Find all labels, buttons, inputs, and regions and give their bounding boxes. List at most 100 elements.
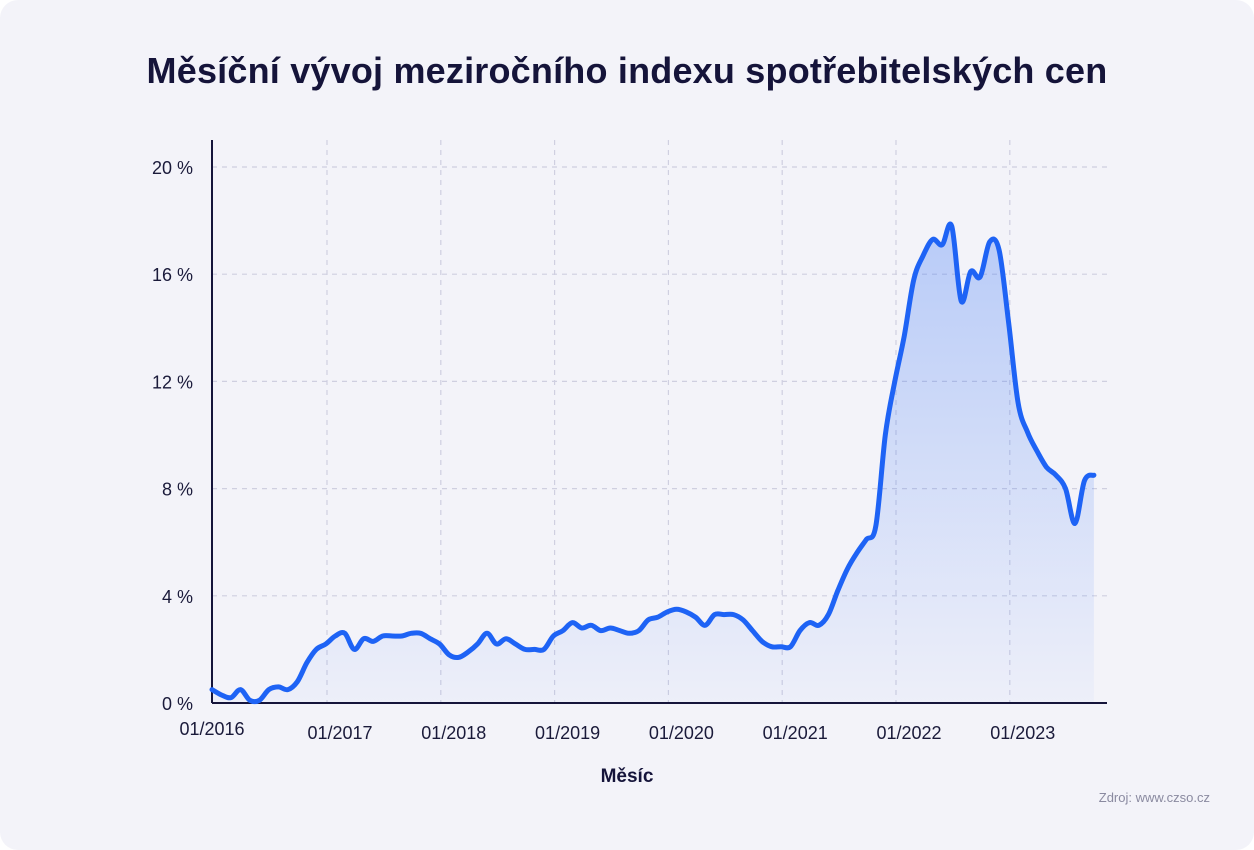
y-tick-label: 8 % (162, 480, 193, 500)
data-point (1035, 449, 1040, 454)
data-point (380, 634, 385, 639)
data-point (456, 655, 461, 660)
data-point (1044, 465, 1049, 470)
data-point (873, 524, 878, 529)
y-tick-label: 0 % (162, 694, 193, 714)
y-tick-label: 4 % (162, 587, 193, 607)
data-point (712, 612, 717, 617)
data-point (816, 623, 821, 628)
data-point (892, 379, 897, 384)
data-point (826, 612, 831, 617)
data-point (1063, 486, 1068, 491)
data-point (560, 628, 565, 633)
x-tick-label: 01/2023 (990, 723, 1055, 743)
data-point (304, 660, 309, 665)
data-point (418, 631, 423, 636)
data-point (266, 687, 271, 692)
x-tick-label: 01/2020 (649, 723, 714, 743)
data-point (807, 620, 812, 625)
data-point (551, 634, 556, 639)
x-tick-label: 01/2021 (763, 723, 828, 743)
y-tick-label: 16 % (152, 265, 193, 285)
data-point (1091, 473, 1096, 478)
data-point (627, 631, 632, 636)
data-point (352, 647, 357, 652)
series-line (209, 221, 1097, 705)
data-point (854, 550, 859, 555)
data-point (911, 277, 916, 282)
data-point (617, 628, 622, 633)
data-point (475, 642, 480, 647)
data-point (835, 588, 840, 593)
data-point (513, 642, 518, 647)
data-point (361, 636, 366, 641)
x-tick-label: 01/2019 (535, 723, 600, 743)
x-tick-label: 01/2022 (876, 723, 941, 743)
data-point (247, 698, 252, 703)
data-point (541, 647, 546, 652)
data-point (845, 567, 850, 572)
x-tick-label: 01/2017 (307, 723, 372, 743)
data-point (883, 433, 888, 438)
data-point (674, 607, 679, 612)
data-point (779, 644, 784, 649)
data-point (285, 687, 290, 692)
data-point (949, 223, 954, 228)
data-point (987, 240, 992, 245)
data-point (257, 698, 262, 703)
data-point (314, 647, 319, 652)
data-point (693, 615, 698, 620)
x-tick-label: 01/2016 (179, 719, 244, 739)
data-point (570, 620, 575, 625)
area-fill (212, 223, 1094, 703)
data-point (579, 625, 584, 630)
data-point (1082, 478, 1087, 483)
chart-title: Měsíční vývoj meziročního indexu spotřeb… (146, 50, 1108, 91)
data-point (646, 617, 651, 622)
data-point (210, 687, 215, 692)
data-point (978, 274, 983, 279)
data-point (636, 628, 641, 633)
data-point (437, 642, 442, 647)
data-point (342, 631, 347, 636)
data-point (238, 687, 243, 692)
data-point (428, 636, 433, 641)
data-point (295, 679, 300, 684)
data-point (665, 609, 670, 614)
y-tick-label: 20 % (152, 158, 193, 178)
data-point (1072, 521, 1077, 526)
data-point (485, 631, 490, 636)
data-point (940, 242, 945, 247)
data-point (797, 628, 802, 633)
source-note: Zdroj: www.czso.cz (1098, 790, 1210, 805)
data-point (276, 684, 281, 689)
data-point (703, 623, 708, 628)
data-point (684, 609, 689, 614)
data-point (503, 636, 508, 641)
data-point (390, 634, 395, 639)
data-point (447, 652, 452, 657)
data-point (968, 269, 973, 274)
data-point (750, 628, 755, 633)
data-point (788, 644, 793, 649)
data-point (608, 625, 613, 630)
data-point (494, 642, 499, 647)
x-tick-label: 01/2018 (421, 723, 486, 743)
data-point (731, 612, 736, 617)
data-point (371, 639, 376, 644)
data-point (532, 647, 537, 652)
data-point (997, 248, 1002, 253)
data-point (722, 612, 727, 617)
data-point (399, 634, 404, 639)
data-point (589, 623, 594, 628)
data-point (930, 237, 935, 242)
data-point (228, 695, 233, 700)
data-point (902, 333, 907, 338)
data-point (323, 642, 328, 647)
data-point (741, 617, 746, 622)
data-point (466, 650, 471, 655)
x-axis-label: Měsíc (600, 766, 654, 787)
data-point (598, 628, 603, 633)
